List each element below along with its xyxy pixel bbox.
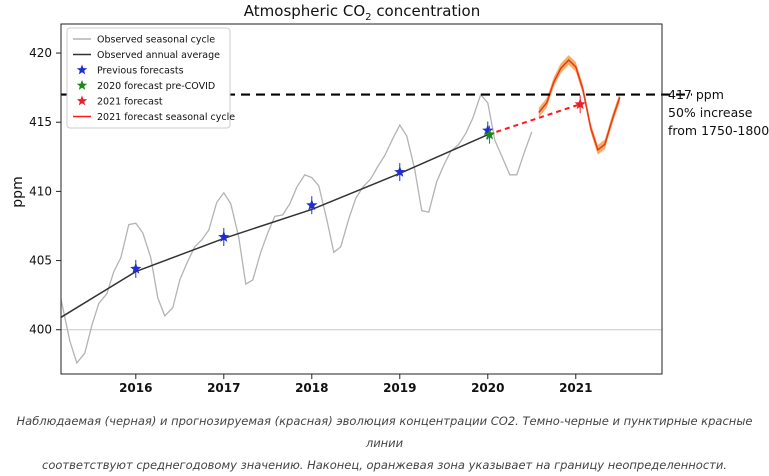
co2-chart: Atmospheric CO2 concentration ppm 400 405… (10, 2, 692, 395)
plot-content (61, 55, 662, 365)
legend-swatch-4 (76, 80, 88, 90)
legend-label-6: 2021 forecast seasonal cycle (97, 112, 235, 123)
annotation-line-3: from 1750-1800 (668, 123, 769, 138)
legend-label-1: Observed seasonal cycle (97, 35, 215, 46)
figure-caption: Наблюдаемая (черная) и прогнозируемая (к… (0, 410, 769, 476)
marker-star-2 (218, 231, 230, 242)
marker-star-3 (306, 199, 318, 211)
x-tick-label-2: 2017 (207, 381, 240, 395)
legend: Observed seasonal cycle Observed annual a… (66, 27, 235, 129)
legend-label-2: Observed annual average (97, 50, 220, 61)
series-line-3 (487, 103, 581, 136)
axes: 400 405 410 415 420 2016 2017 2018 2019 2020 2021 (29, 23, 663, 395)
legend-swatch-3 (76, 64, 88, 75)
y-tick-label-3: 410 (29, 184, 52, 198)
legend-label-5: 2021 forecast (97, 97, 163, 108)
x-tick-label-3: 2018 (295, 381, 328, 395)
x-tick-label-5: 2020 (471, 381, 504, 395)
annotation-line-2: 50% increase (668, 105, 753, 120)
forecast-uncertainty-band (538, 55, 620, 155)
caption-line-2: соответствуют среднегодовому значению. Н… (42, 458, 727, 472)
legend-label-4: 2020 forecast pre-COVID (97, 81, 215, 92)
y-tick-label-2: 405 (29, 254, 52, 268)
marker-star-1 (130, 262, 142, 274)
marker-star-4 (394, 166, 406, 177)
y-tick-label-1: 400 (29, 323, 52, 337)
chart-title: Atmospheric CO2 concentration (244, 2, 480, 23)
plot-frame (60, 23, 663, 375)
series-line-1 (61, 93, 533, 365)
x-tick-label-4: 2019 (383, 381, 416, 395)
y-tick-label-4: 415 (29, 115, 52, 129)
series-line-4 (538, 58, 621, 152)
marker-star-7 (574, 98, 586, 110)
x-tick-label-6: 2021 (559, 381, 592, 395)
caption-line-1: Наблюдаемая (черная) и прогнозируемая (к… (16, 414, 753, 450)
annotation-line-1: 417 ppm (668, 87, 724, 102)
legend-label-3: Previous forecasts (97, 66, 184, 77)
legend-box (66, 27, 231, 129)
y-axis-label: ppm (10, 176, 26, 207)
legend-swatch-5 (76, 95, 88, 106)
y-tick-label-5: 420 (29, 46, 52, 60)
series-line-2 (61, 134, 489, 318)
x-tick-label-1: 2016 (119, 381, 152, 395)
marker-star-6 (483, 128, 496, 140)
marker-star-5 (482, 124, 494, 136)
chart-title-subscript: 2 (365, 12, 371, 23)
